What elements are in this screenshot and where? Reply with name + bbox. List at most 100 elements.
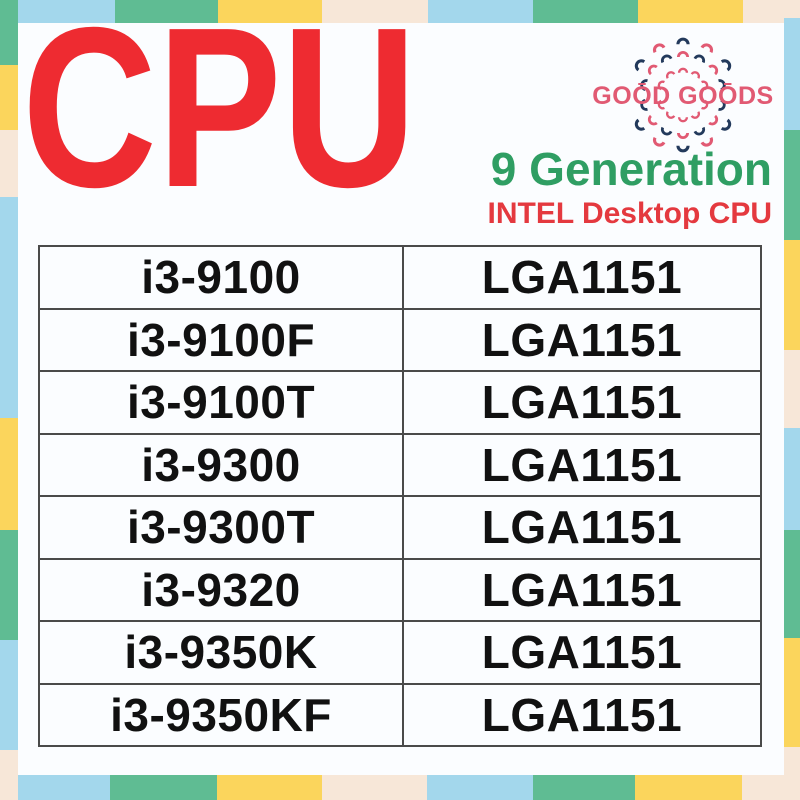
petal-icon	[634, 118, 646, 131]
model-cell: i3-9350KF	[38, 682, 404, 747]
border-tile-cream	[0, 130, 18, 197]
petal-icon	[660, 126, 673, 136]
border-tile-yellow	[784, 240, 800, 350]
model-cell: i3-9300	[38, 432, 404, 497]
petal-icon	[634, 59, 646, 72]
border-tile-yellow	[635, 775, 742, 800]
border-tile-green	[533, 0, 638, 23]
petal-icon	[653, 137, 666, 147]
logo-petals-icon	[634, 37, 732, 153]
petal-icon	[647, 114, 658, 126]
petal-icon	[677, 67, 689, 73]
table-row: i3-9350KF LGA1151	[38, 682, 762, 747]
table-row: i3-9350K LGA1151	[38, 620, 762, 685]
petal-icon	[708, 64, 719, 76]
petal-icon	[701, 99, 709, 110]
petal-icon	[676, 37, 690, 45]
cpu-table-body: i3-9100 LGA1151 i3-9100F LGA1151 i3-9100T LGA…	[38, 245, 762, 747]
border-tile-blue	[784, 18, 800, 130]
petal-icon	[677, 51, 689, 57]
petal-icon	[677, 133, 689, 139]
table-row: i3-9320 LGA1151	[38, 557, 762, 622]
model-cell: i3-9350K	[38, 620, 404, 685]
table-row: i3-9300 LGA1151	[38, 432, 762, 497]
border-tile-green	[110, 775, 217, 800]
border-tile-green	[784, 530, 800, 638]
border-tile-cream	[743, 0, 784, 23]
border-tile-green	[533, 775, 635, 800]
petal-icon	[690, 111, 701, 119]
border-tile-yellow	[0, 65, 18, 130]
table-row: i3-9100T LGA1151	[38, 370, 762, 435]
border-tile-blue	[18, 0, 115, 23]
border-tile-yellow	[0, 418, 18, 530]
socket-cell: LGA1151	[402, 370, 762, 435]
border-tile-blue	[0, 197, 18, 418]
petal-icon	[665, 71, 676, 79]
logo-text: GOŌD GOŌDS	[592, 82, 774, 110]
petal-icon	[676, 145, 690, 153]
model-cell: i3-9100F	[38, 307, 404, 372]
petal-icon	[665, 111, 676, 119]
cpu-table: i3-9100 LGA1151 i3-9100F LGA1151 i3-9100T LGA…	[38, 245, 762, 747]
table-row: i3-9100F LGA1151	[38, 307, 762, 372]
socket-cell: LGA1151	[402, 620, 762, 685]
border-tile-blue	[18, 775, 110, 800]
border-tile-cream	[322, 775, 427, 800]
petal-icon	[718, 79, 726, 91]
border-tile-cream	[784, 0, 800, 18]
petal-icon	[640, 99, 648, 111]
petal-icon	[720, 59, 732, 72]
border-tile-cream	[784, 747, 800, 800]
border-tile-cream	[0, 750, 18, 800]
petal-icon	[657, 80, 665, 91]
cpu-title: CPU	[22, 0, 417, 235]
table-row: i3-9300T LGA1151	[38, 495, 762, 560]
socket-cell: LGA1151	[402, 495, 762, 560]
petal-icon	[720, 118, 732, 131]
petal-icon	[640, 79, 648, 91]
petal-icon	[693, 126, 706, 136]
border-tile-green	[784, 130, 800, 240]
model-cell: i3-9320	[38, 557, 404, 622]
socket-cell: LGA1151	[402, 245, 762, 310]
border-tile-cream	[322, 0, 428, 23]
petal-icon	[647, 64, 658, 76]
border-tile-cream	[784, 350, 800, 428]
border-tile-blue	[428, 0, 533, 23]
petal-icon	[701, 80, 709, 91]
petal-icon	[700, 43, 713, 53]
good-goods-logo: GOŌD GOŌDS	[583, 28, 783, 168]
product-type-label: INTEL Desktop CPU	[487, 197, 773, 230]
model-cell: i3-9100T	[38, 370, 404, 435]
border-tile-blue	[784, 428, 800, 530]
table-row: i3-9100 LGA1151	[38, 245, 762, 310]
petal-icon	[708, 114, 719, 126]
socket-cell: LGA1151	[402, 557, 762, 622]
border-tile-green	[115, 0, 218, 23]
border-tile-yellow	[217, 775, 322, 800]
border-tile-yellow	[218, 0, 322, 23]
border-tile-cream	[742, 775, 784, 800]
border-tile-green	[0, 0, 18, 65]
petal-icon	[700, 137, 713, 147]
petal-icon	[660, 54, 673, 64]
petal-icon	[653, 43, 666, 53]
petal-icon	[718, 99, 726, 111]
border-tile-yellow	[638, 0, 743, 23]
border-tile-blue	[0, 640, 18, 750]
petal-icon	[677, 117, 689, 123]
petal-icon	[693, 54, 706, 64]
petal-icon	[657, 99, 665, 110]
socket-cell: LGA1151	[402, 307, 762, 372]
border-tile-yellow	[784, 638, 800, 747]
model-cell: i3-9100	[38, 245, 404, 310]
model-cell: i3-9300T	[38, 495, 404, 560]
petal-icon	[690, 71, 701, 79]
socket-cell: LGA1151	[402, 682, 762, 747]
border-tile-green	[0, 530, 18, 640]
socket-cell: LGA1151	[402, 432, 762, 497]
generation-label: 9 Generation	[490, 143, 772, 195]
border-tile-blue	[427, 775, 533, 800]
